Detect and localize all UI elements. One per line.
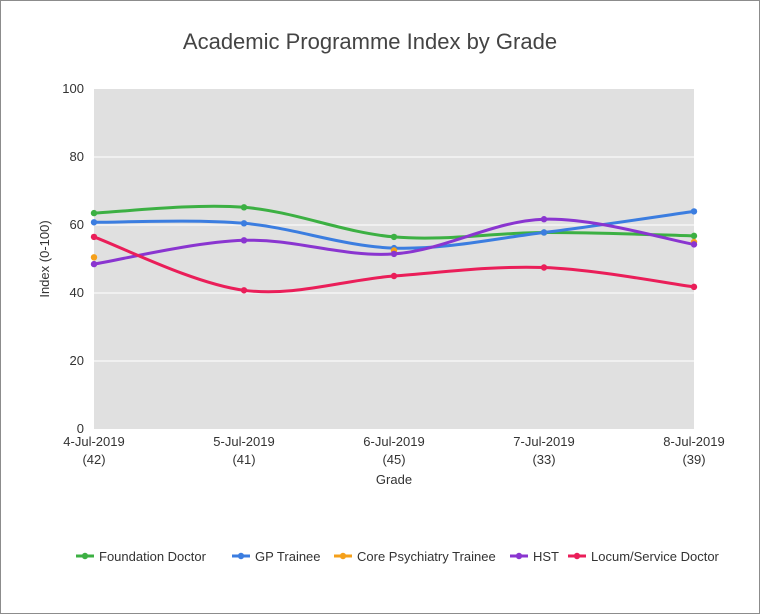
legend-item-foundation-doctor: Foundation Doctor: [76, 549, 207, 564]
series-points: [90, 204, 698, 294]
legend-label: Foundation Doctor: [99, 549, 207, 564]
data-point-foundation-doctor: [240, 204, 248, 211]
y-tick-label: 40: [70, 285, 84, 300]
x-tick-label: 8-Jul-2019: [663, 434, 724, 449]
x-tick-count: (33): [532, 452, 555, 467]
x-tick-count: (41): [232, 452, 255, 467]
data-point-foundation-doctor: [90, 209, 98, 217]
data-point-gp-trainee: [690, 208, 698, 215]
legend-label: Core Psychiatry Trainee: [357, 549, 496, 564]
y-tick-label: 20: [70, 353, 84, 368]
y-tick-label: 80: [70, 149, 84, 164]
legend-marker: [515, 552, 523, 560]
data-point-locum-service-doctor: [540, 264, 548, 271]
data-point-locum-service-doctor: [690, 283, 698, 291]
x-axis-label: Grade: [376, 472, 412, 487]
data-point-foundation-doctor: [690, 232, 698, 240]
data-point-foundation-doctor: [390, 233, 398, 241]
x-axis-ticks: 4-Jul-2019 (42) 5-Jul-2019 (41) 6-Jul-2019 (4…: [63, 434, 724, 467]
y-tick-label: 0: [77, 421, 84, 436]
x-tick-label: 4-Jul-2019: [63, 434, 124, 449]
legend-marker: [81, 552, 89, 560]
data-point-locum-service-doctor: [390, 272, 398, 280]
y-tick-label: 100: [62, 81, 84, 96]
legend-label: GP Trainee: [255, 549, 321, 564]
legend-item-gp-trainee: GP Trainee: [232, 549, 321, 564]
x-tick-label: 5-Jul-2019: [213, 434, 274, 449]
plot-area: [94, 89, 694, 429]
data-point-gp-trainee: [240, 220, 248, 227]
data-point-gp-trainee: [540, 229, 548, 236]
legend-item-core-psychiatry-trainee: Core Psychiatry Trainee: [334, 549, 496, 564]
x-tick-label: 6-Jul-2019: [363, 434, 424, 449]
legend-label: HST: [533, 549, 559, 564]
legend-marker: [573, 552, 581, 560]
chart-title: Academic Programme Index by Grade: [183, 29, 557, 54]
data-point-locum-service-doctor: [240, 287, 248, 294]
x-tick-count: (45): [382, 452, 405, 467]
y-axis-label: Index (0-100): [37, 220, 52, 297]
data-point-hst: [390, 250, 398, 258]
x-tick-label: 7-Jul-2019: [513, 434, 574, 449]
x-tick-count: (39): [682, 452, 705, 467]
data-point-hst: [690, 241, 698, 248]
legend-marker: [237, 552, 245, 560]
gridlines: [94, 156, 694, 362]
y-axis-ticks: 0 20 40 60 80 100: [62, 81, 84, 436]
x-tick-count: (42): [82, 452, 105, 467]
data-point-gp-trainee: [90, 219, 98, 226]
legend: Foundation Doctor GP Trainee Core Psychiat…: [76, 549, 720, 564]
y-tick-label: 60: [70, 217, 84, 232]
data-point-locum-service-doctor: [90, 233, 98, 241]
data-point-core-psychiatry-trainee: [90, 254, 98, 261]
legend-item-hst: HST: [510, 549, 559, 564]
data-point-hst: [540, 216, 548, 223]
legend-label: Locum/Service Doctor: [591, 549, 720, 564]
legend-item-locum-service-doctor: Locum/Service Doctor: [568, 549, 720, 564]
legend-marker: [339, 552, 347, 560]
data-point-hst: [240, 237, 248, 244]
data-point-hst: [90, 260, 98, 268]
